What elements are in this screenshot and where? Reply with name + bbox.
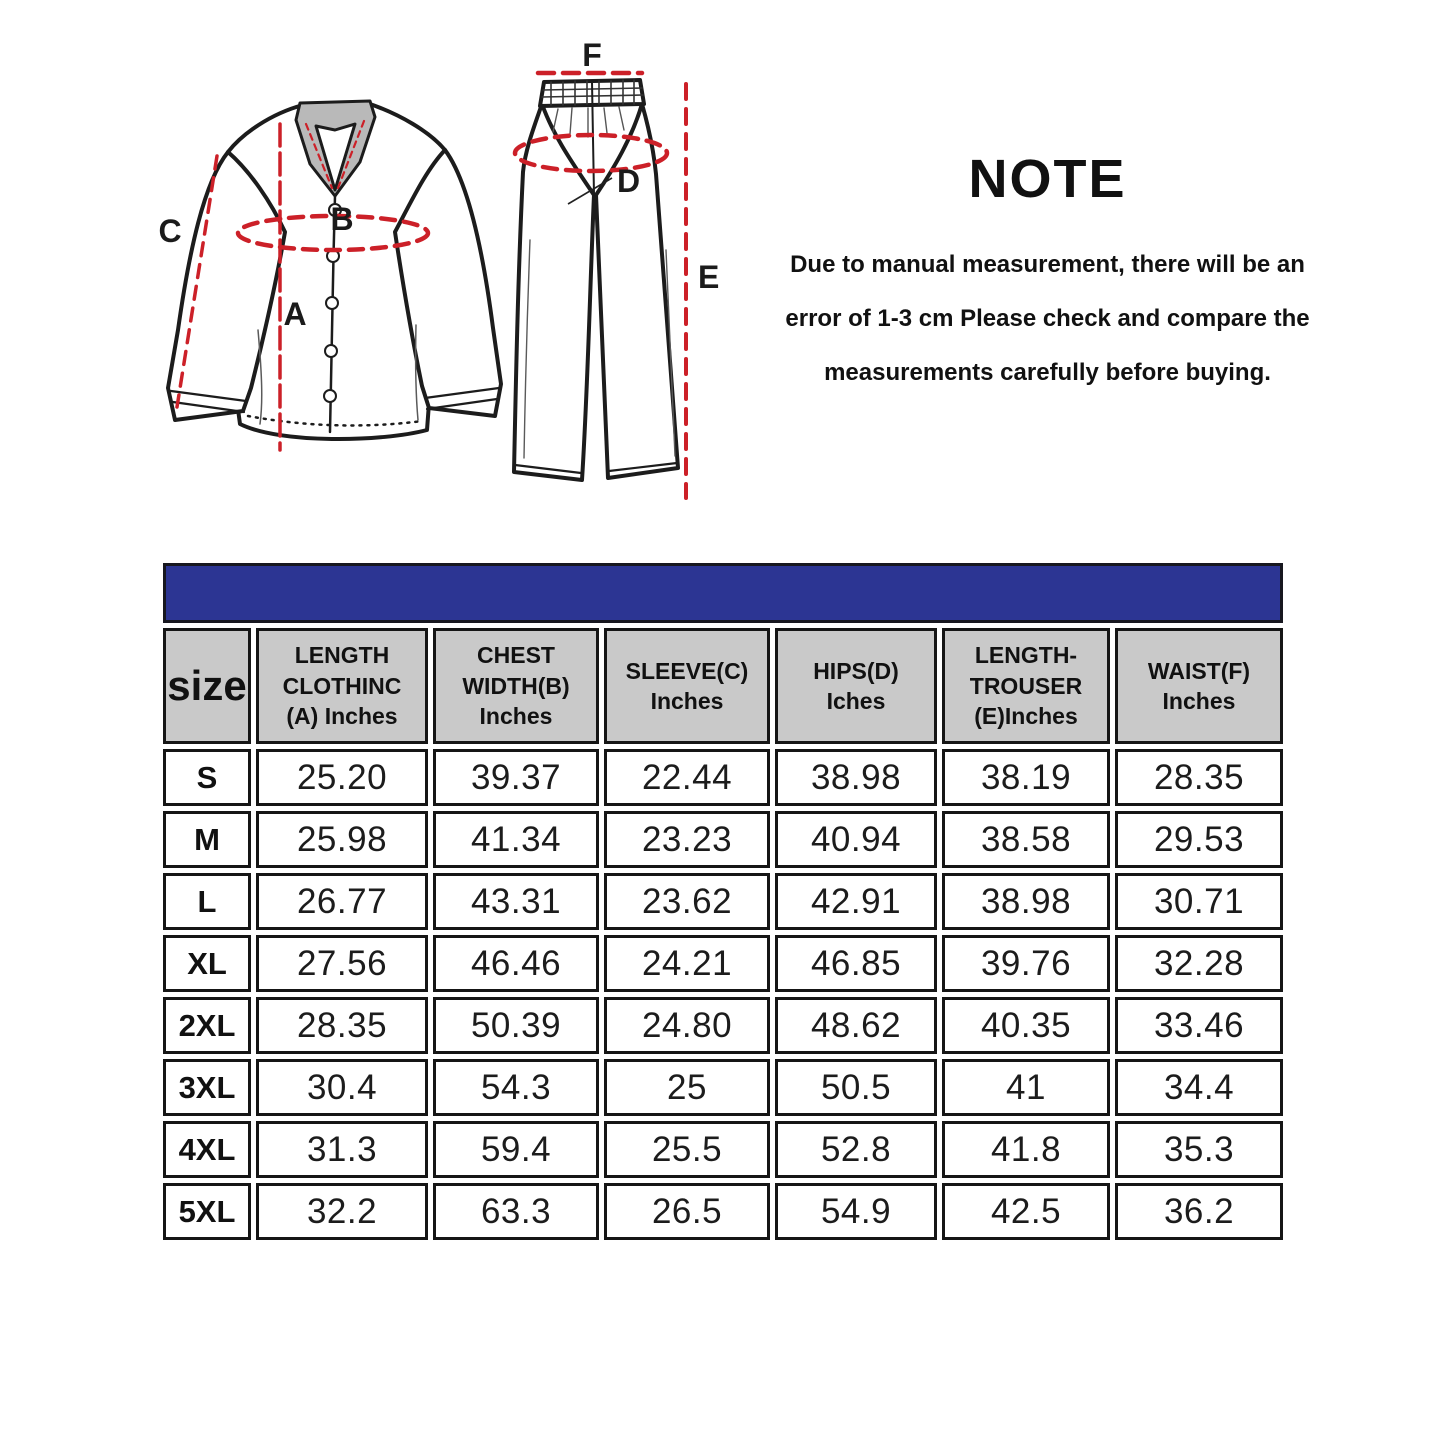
column-header-5: LENGTH- TROUSER (E)Inches (942, 628, 1110, 744)
row-label-M: M (163, 811, 251, 868)
garment-diagram-svg: C A B (158, 37, 719, 500)
value-cell-S-col1: 25.20 (256, 749, 428, 806)
value-cell-4XL-col2: 59.4 (433, 1121, 599, 1178)
value-cell-M-col3: 23.23 (604, 811, 770, 868)
value-cell-S-col4: 38.98 (775, 749, 937, 806)
value-cell-L-col5: 38.98 (942, 873, 1110, 930)
note-section: NOTE Due to manual measurement, there wi… (745, 148, 1350, 400)
value-cell-XL-col3: 24.21 (604, 935, 770, 992)
value-cell-M-col4: 40.94 (775, 811, 937, 868)
value-cell-L-col4: 42.91 (775, 873, 937, 930)
value-cell-L-col6: 30.71 (1115, 873, 1283, 930)
measure-label-d: D (617, 163, 640, 199)
row-label-XL: XL (163, 935, 251, 992)
garment-measurement-diagram: C A B (130, 20, 790, 550)
value-cell-XL-col5: 39.76 (942, 935, 1110, 992)
value-cell-3XL-col5: 41 (942, 1059, 1110, 1116)
note-line-1: Due to manual measurement, there will be… (790, 251, 1305, 278)
row-label-S: S (163, 749, 251, 806)
value-cell-S-col6: 28.35 (1115, 749, 1283, 806)
pajama-shirt-illustration (166, 99, 503, 441)
value-cell-3XL-col3: 25 (604, 1059, 770, 1116)
note-line-2: error of 1-3 cm Please check and compare… (785, 305, 1310, 332)
value-cell-3XL-col1: 30.4 (256, 1059, 428, 1116)
value-cell-M-col5: 38.58 (942, 811, 1110, 868)
table-title-bar (163, 563, 1283, 623)
column-header-6: WAIST(F) Inches (1115, 628, 1283, 744)
column-header-4: HIPS(D) Iches (775, 628, 937, 744)
value-cell-5XL-col3: 26.5 (604, 1183, 770, 1240)
size-chart-table: size LENGTH CLOTHINC (A) Inches CHEST WIDT… (163, 563, 1283, 1240)
column-header-2: CHEST WIDTH(B) Inches (433, 628, 599, 744)
value-cell-5XL-col5: 42.5 (942, 1183, 1110, 1240)
value-cell-S-col3: 22.44 (604, 749, 770, 806)
value-cell-L-col3: 23.62 (604, 873, 770, 930)
value-cell-3XL-col6: 34.4 (1115, 1059, 1283, 1116)
note-title: NOTE (968, 149, 1127, 209)
value-cell-5XL-col4: 54.9 (775, 1183, 937, 1240)
value-cell-3XL-col2: 54.3 (433, 1059, 599, 1116)
value-cell-4XL-col3: 25.5 (604, 1121, 770, 1178)
value-cell-L-col1: 26.77 (256, 873, 428, 930)
measure-label-b: B (330, 201, 353, 237)
value-cell-4XL-col6: 35.3 (1115, 1121, 1283, 1178)
value-cell-XL-col6: 32.28 (1115, 935, 1283, 992)
value-cell-XL-col1: 27.56 (256, 935, 428, 992)
measure-label-f: F (582, 37, 602, 73)
value-cell-4XL-col4: 52.8 (775, 1121, 937, 1178)
measure-label-a: A (283, 296, 306, 332)
value-cell-M-col6: 29.53 (1115, 811, 1283, 868)
value-cell-4XL-col5: 41.8 (942, 1121, 1110, 1178)
row-label-2XL: 2XL (163, 997, 251, 1054)
value-cell-S-col5: 38.19 (942, 749, 1110, 806)
value-cell-5XL-col2: 63.3 (433, 1183, 599, 1240)
row-label-L: L (163, 873, 251, 930)
value-cell-5XL-col1: 32.2 (256, 1183, 428, 1240)
column-header-size: size (163, 628, 251, 744)
value-cell-M-col2: 41.34 (433, 811, 599, 868)
value-cell-S-col2: 39.37 (433, 749, 599, 806)
value-cell-2XL-col2: 50.39 (433, 997, 599, 1054)
value-cell-M-col1: 25.98 (256, 811, 428, 868)
row-label-5XL: 5XL (163, 1183, 251, 1240)
value-cell-L-col2: 43.31 (433, 873, 599, 930)
note-line-3: measurements carefully before buying. (824, 359, 1271, 386)
value-cell-2XL-col3: 24.80 (604, 997, 770, 1054)
measure-label-e: E (698, 259, 719, 295)
pajama-trousers-illustration (512, 78, 680, 482)
value-cell-2XL-col4: 48.62 (775, 997, 937, 1054)
column-header-3: SLEEVE(C) Inches (604, 628, 770, 744)
value-cell-2XL-col6: 33.46 (1115, 997, 1283, 1054)
value-cell-XL-col4: 46.85 (775, 935, 937, 992)
value-cell-4XL-col1: 31.3 (256, 1121, 428, 1178)
trousers-measure-lines (512, 70, 688, 500)
column-header-1: LENGTH CLOTHINC (A) Inches (256, 628, 428, 744)
row-label-4XL: 4XL (163, 1121, 251, 1178)
value-cell-2XL-col5: 40.35 (942, 997, 1110, 1054)
value-cell-3XL-col4: 50.5 (775, 1059, 937, 1116)
measure-label-c: C (158, 213, 181, 249)
value-cell-XL-col2: 46.46 (433, 935, 599, 992)
value-cell-5XL-col6: 36.2 (1115, 1183, 1283, 1240)
d-pointer-line (567, 177, 613, 205)
value-cell-2XL-col1: 28.35 (256, 997, 428, 1054)
shirt-measure-lines (175, 119, 431, 452)
row-label-3XL: 3XL (163, 1059, 251, 1116)
